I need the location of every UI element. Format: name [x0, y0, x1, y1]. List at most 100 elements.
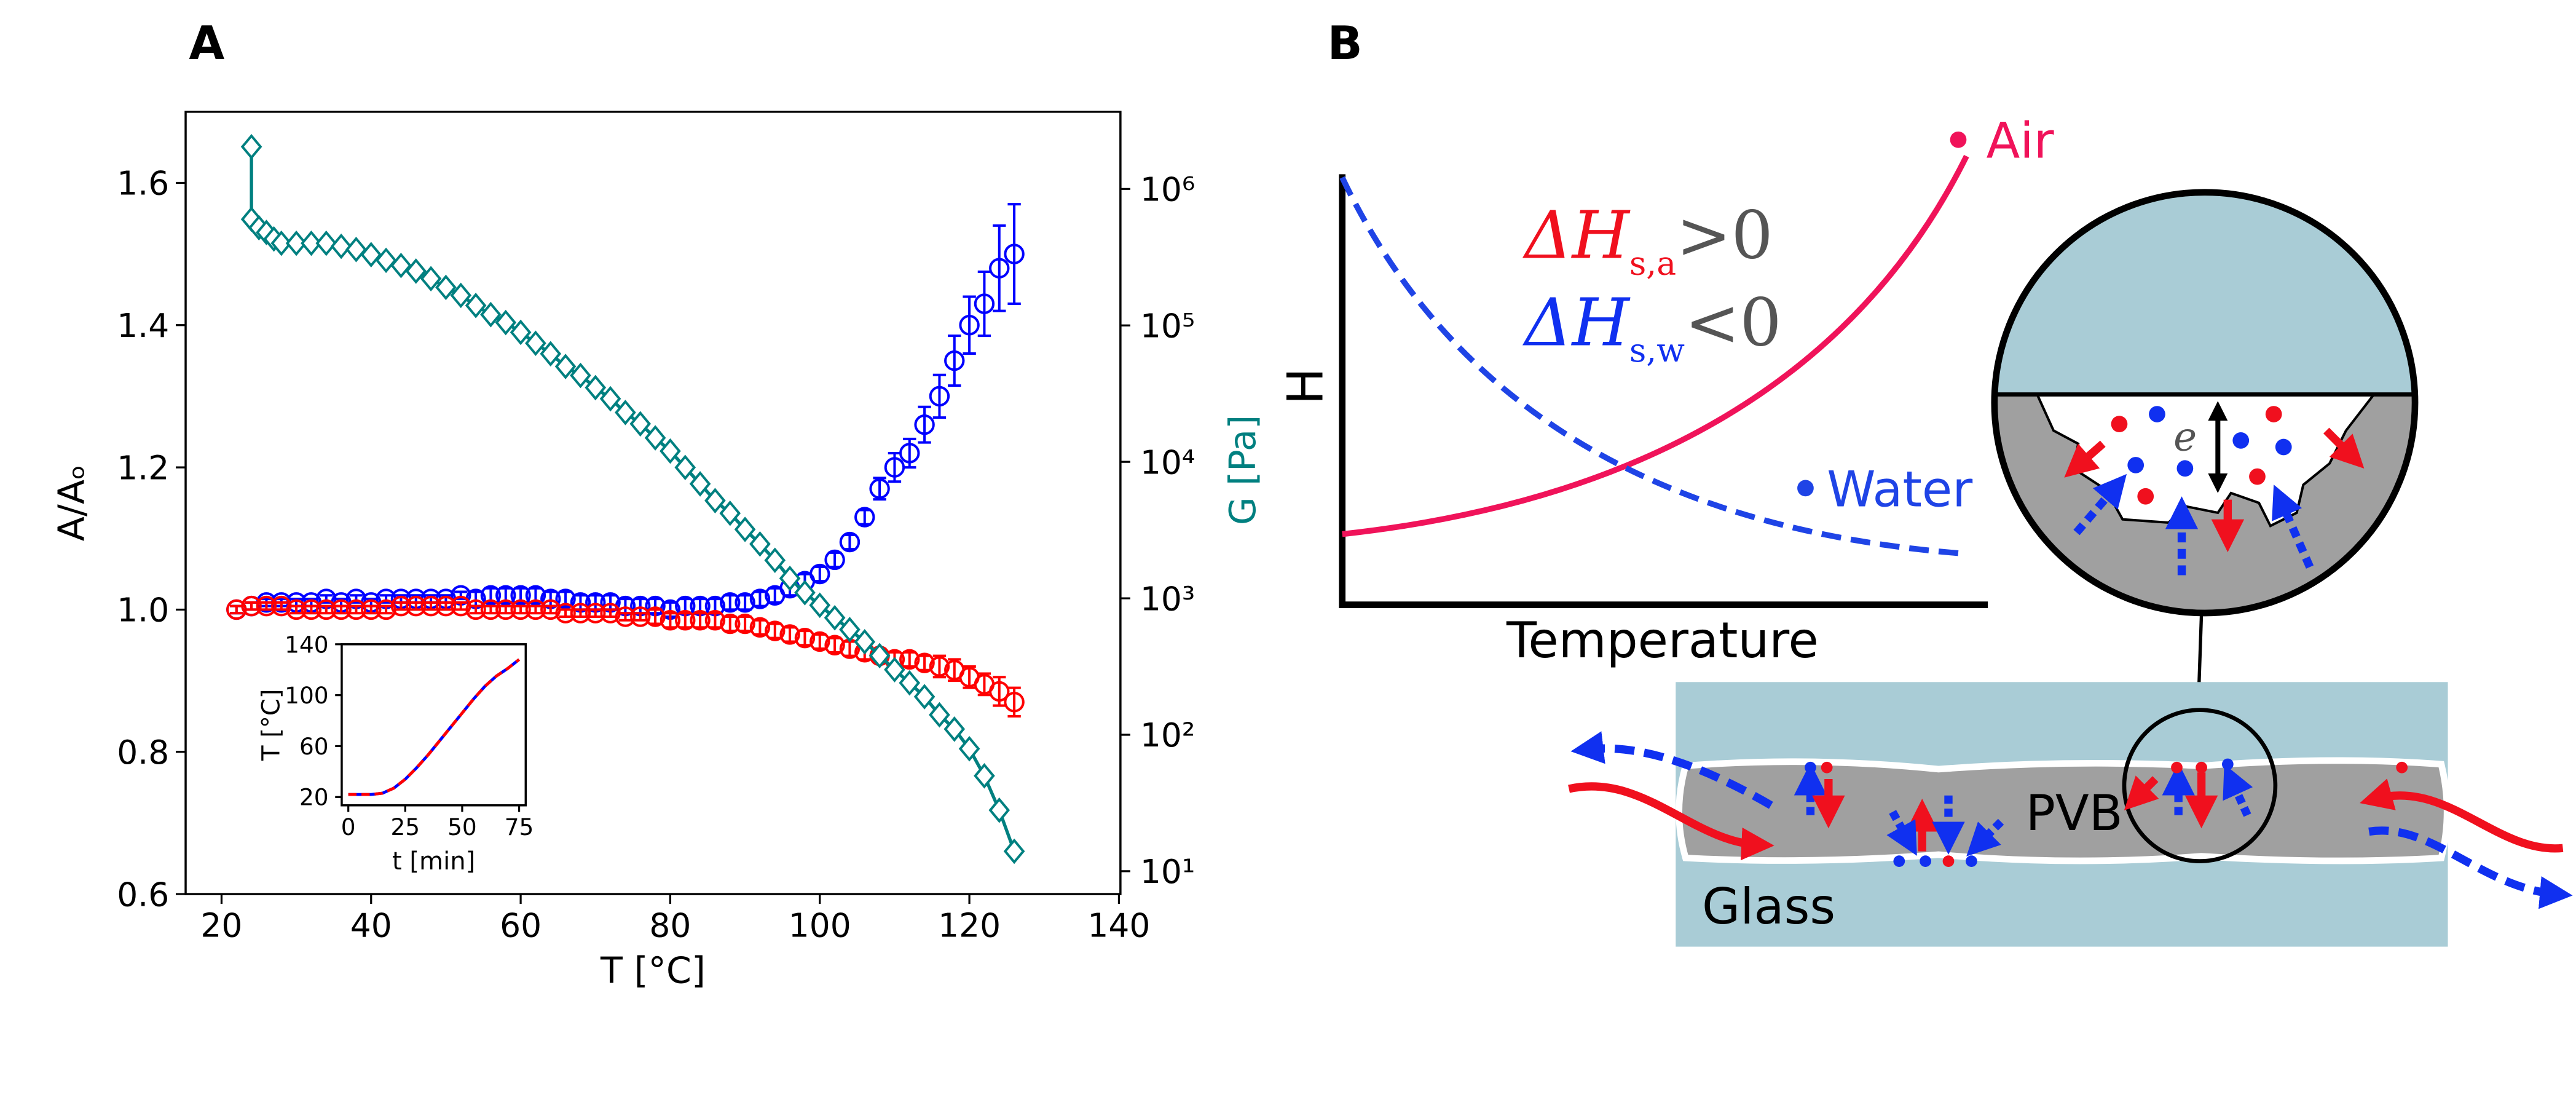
- marker: [674, 454, 696, 481]
- plot-area: [341, 643, 527, 807]
- error-bar: [514, 604, 527, 615]
- marker: [720, 613, 741, 635]
- marker: [495, 599, 516, 620]
- marker: [914, 414, 935, 435]
- marker: [734, 516, 756, 542]
- error-bar: [245, 601, 258, 611]
- y-tick-label: 20: [299, 784, 329, 811]
- marker: [585, 603, 606, 623]
- marker: [644, 425, 666, 451]
- error-bar: [454, 601, 468, 611]
- marker: [719, 500, 741, 526]
- y-tick-label: 100: [285, 682, 328, 709]
- marker: [929, 386, 950, 407]
- error-bar: [618, 612, 632, 622]
- magnified-view: [1996, 194, 2414, 612]
- air-dot: [1950, 131, 1967, 148]
- marker: [1003, 838, 1025, 865]
- error-bar: [529, 604, 543, 615]
- marker: [286, 599, 307, 620]
- error-bar: [948, 658, 961, 683]
- marker: [316, 599, 337, 620]
- marker: [465, 599, 486, 620]
- marker: [720, 592, 741, 613]
- error-bar: [993, 224, 1006, 312]
- marker: [869, 643, 891, 669]
- marker: [929, 702, 950, 728]
- error-bar: [873, 477, 886, 501]
- marker: [989, 258, 1010, 279]
- error-bar: [439, 601, 453, 611]
- molecule: [2196, 761, 2207, 774]
- marker: [749, 617, 771, 638]
- error-bar: [559, 608, 572, 618]
- marker: [615, 400, 636, 425]
- y-tick-label: 1.2: [117, 448, 169, 487]
- molecule: [1920, 855, 1931, 867]
- marker: [270, 230, 293, 256]
- molecules: [2111, 406, 2292, 505]
- error-bar: [977, 672, 991, 697]
- marker: [899, 443, 920, 464]
- water-molecule: [2127, 457, 2145, 473]
- error-bar: [304, 604, 318, 615]
- error-bar: [394, 601, 408, 611]
- marker: [899, 649, 920, 670]
- marker: [645, 606, 666, 627]
- error-bar: [604, 608, 617, 618]
- subscript: s,a: [1629, 243, 1676, 282]
- marker: [704, 610, 726, 631]
- marker: [884, 657, 905, 683]
- marker: [450, 282, 472, 309]
- marker: [525, 585, 546, 606]
- marker: [735, 592, 755, 613]
- x-tick-label: 0: [341, 813, 356, 841]
- marker: [390, 252, 412, 279]
- marker: [839, 531, 861, 553]
- y2-axis-label: G [Pa]: [1221, 415, 1264, 525]
- x-tick-label: 50: [447, 813, 477, 841]
- marker: [330, 233, 352, 259]
- error-bar: [469, 604, 483, 615]
- marker: [765, 620, 786, 641]
- marker: [899, 670, 921, 696]
- y-tick-label: 1.6: [117, 164, 169, 203]
- molecule: [1821, 761, 1833, 774]
- marker: [809, 631, 830, 652]
- arrow: [2272, 485, 2314, 569]
- marker: [989, 681, 1010, 702]
- marker: [854, 629, 876, 655]
- x-tick-label: 75: [505, 813, 534, 841]
- error-bar: [544, 604, 557, 615]
- molecule: [1942, 855, 1955, 867]
- y-tick-label: 1.0: [117, 591, 169, 630]
- air-curve: [1342, 154, 1969, 537]
- marker: [944, 350, 965, 371]
- y-tick-label: 1.4: [117, 306, 169, 345]
- marker: [599, 386, 621, 412]
- error-bar: [230, 604, 243, 615]
- y-tick-label: 60: [299, 733, 329, 760]
- marker: [974, 763, 995, 789]
- marker: [839, 617, 861, 643]
- marker: [570, 603, 591, 623]
- marker: [869, 478, 890, 499]
- x-tick-label: 20: [200, 906, 242, 945]
- marker: [480, 301, 502, 328]
- y-axis-label: T [°C]: [257, 689, 285, 762]
- symbol: ΔH: [1522, 285, 1630, 361]
- x-tick-label: 140: [1087, 906, 1150, 945]
- marker: [615, 606, 636, 627]
- arrow: [2368, 826, 2573, 909]
- marker: [480, 585, 502, 606]
- error-bar: [932, 373, 947, 419]
- y-axis-label: H: [1277, 368, 1334, 405]
- marker: [345, 237, 367, 263]
- marker: [1004, 243, 1025, 264]
- x-tick-label: 120: [938, 906, 1001, 945]
- marker: [420, 266, 442, 292]
- marker: [914, 652, 935, 673]
- molecule: [1893, 855, 1905, 867]
- arrow: [2323, 427, 2365, 469]
